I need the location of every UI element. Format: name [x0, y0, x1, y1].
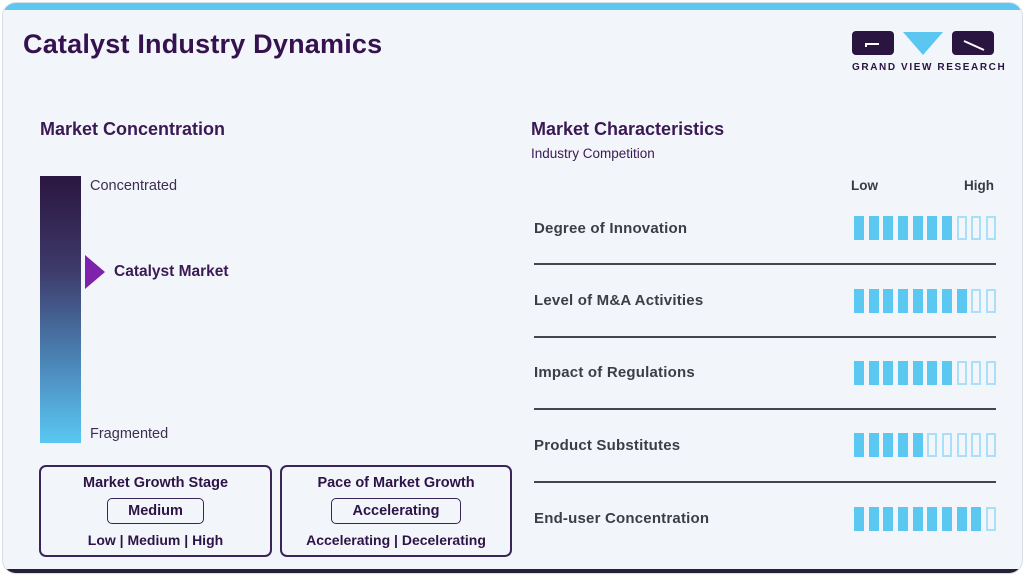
gauge-segment-empty	[927, 433, 938, 458]
gauge-segment-empty	[986, 433, 996, 458]
growth-stage-options: Low | Medium | High	[87, 532, 224, 548]
gauge-segment-filled	[853, 216, 864, 241]
catalyst-market-label: Catalyst Market	[114, 263, 229, 280]
gauge-segment-filled	[927, 506, 938, 531]
rating-gauge	[853, 288, 996, 313]
market-growth-stage-box: Market Growth Stage Medium Low | Medium …	[39, 465, 272, 557]
gauge-segment-filled	[883, 360, 894, 385]
characteristic-row: Impact of Regulations	[534, 338, 996, 411]
bottom-accent-bar	[3, 569, 1022, 573]
fragmented-label: Fragmented	[90, 426, 169, 442]
gauge-segment-empty	[971, 216, 982, 241]
gauge-segment-filled	[883, 433, 894, 458]
gauge-segment-filled	[956, 506, 967, 531]
scale-header: Low High	[851, 178, 994, 193]
gauge-segment-empty	[986, 360, 996, 385]
gauge-segment-filled	[941, 506, 952, 531]
growth-pace-value-badge: Accelerating	[331, 498, 461, 524]
gauge-segment-empty	[986, 288, 996, 313]
gauge-segment-filled	[956, 288, 967, 313]
characteristic-row: Degree of Innovation	[534, 193, 996, 266]
gauge-segment-filled	[912, 433, 923, 458]
growth-stage-value-badge: Medium	[107, 498, 204, 524]
gauge-segment-filled	[912, 216, 923, 241]
gauge-segment-empty	[956, 433, 967, 458]
gauge-segment-filled	[853, 288, 864, 313]
rating-gauge	[853, 216, 996, 241]
page-title: Catalyst Industry Dynamics	[23, 29, 383, 59]
gauge-segment-filled	[897, 433, 908, 458]
gauge-segment-filled	[912, 288, 923, 313]
characteristic-row: Level of M&A Activities	[534, 265, 996, 338]
gauge-segment-empty	[986, 216, 996, 241]
concentrated-label: Concentrated	[90, 178, 178, 194]
top-accent-bar	[3, 3, 1022, 10]
characteristic-label: End-user Concentration	[534, 510, 710, 528]
gauge-segment-filled	[853, 360, 864, 385]
growth-pace-options: Accelerating | Decelerating	[306, 532, 486, 548]
gauge-segment-filled	[897, 216, 908, 241]
gauge-segment-filled	[927, 288, 938, 313]
logo-r-icon	[952, 31, 994, 55]
characteristics-list: Degree of Innovation Level of M&A Activit…	[534, 193, 996, 555]
gauge-segment-filled	[971, 506, 982, 531]
gauge-segment-filled	[883, 216, 894, 241]
logo-g-icon	[852, 31, 894, 55]
gauge-segment-filled	[897, 506, 908, 531]
gauge-segment-empty	[956, 360, 967, 385]
gauge-segment-filled	[868, 288, 879, 313]
gauge-segment-filled	[941, 288, 952, 313]
pace-of-growth-box: Pace of Market Growth Accelerating Accel…	[280, 465, 512, 557]
gauge-segment-empty	[956, 216, 967, 241]
characteristic-label: Degree of Innovation	[534, 219, 688, 237]
gauge-segment-filled	[912, 360, 923, 385]
grand-view-research-logo: GRAND VIEW RESEARCH	[852, 31, 1007, 73]
gauge-segment-filled	[868, 216, 879, 241]
gauge-segment-filled	[897, 360, 908, 385]
characteristic-label: Level of M&A Activities	[534, 292, 704, 310]
gauge-segment-filled	[868, 433, 879, 458]
gauge-segment-filled	[853, 433, 864, 458]
rating-gauge	[853, 506, 996, 531]
gauge-segment-filled	[868, 360, 879, 385]
market-position-arrow-icon	[85, 255, 105, 289]
gauge-segment-empty	[941, 433, 952, 458]
gauge-segment-filled	[912, 506, 923, 531]
gauge-segment-filled	[927, 216, 938, 241]
characteristic-row: End-user Concentration	[534, 483, 996, 555]
gauge-segment-empty	[986, 506, 996, 531]
concentration-gradient-bar	[40, 176, 81, 443]
logo-shapes	[852, 31, 994, 55]
gauge-segment-filled	[868, 506, 879, 531]
gauge-segment-filled	[927, 360, 938, 385]
logo-brand-text: GRAND VIEW RESEARCH	[852, 62, 1007, 73]
characteristic-row: Product Substitutes	[534, 410, 996, 483]
gauge-segment-filled	[883, 288, 894, 313]
gauge-segment-filled	[897, 288, 908, 313]
gauge-segment-filled	[941, 216, 952, 241]
market-characteristics-title: Market Characteristics	[531, 119, 725, 139]
gauge-segment-filled	[853, 506, 864, 531]
growth-pace-title: Pace of Market Growth	[317, 475, 475, 491]
characteristic-label: Product Substitutes	[534, 436, 681, 454]
gauge-segment-filled	[941, 360, 952, 385]
rating-gauge	[853, 433, 996, 458]
scale-low-label: Low	[851, 178, 878, 193]
gauge-segment-filled	[883, 506, 894, 531]
industry-competition-subtitle: Industry Competition	[531, 146, 655, 161]
characteristic-label: Impact of Regulations	[534, 364, 695, 382]
gauge-segment-empty	[971, 288, 982, 313]
growth-stage-title: Market Growth Stage	[82, 475, 229, 491]
rating-gauge	[853, 360, 996, 385]
scale-high-label: High	[964, 178, 994, 193]
logo-v-icon	[903, 31, 943, 55]
gauge-segment-empty	[971, 433, 982, 458]
market-concentration-title: Market Concentration	[40, 119, 226, 139]
gauge-segment-empty	[971, 360, 982, 385]
